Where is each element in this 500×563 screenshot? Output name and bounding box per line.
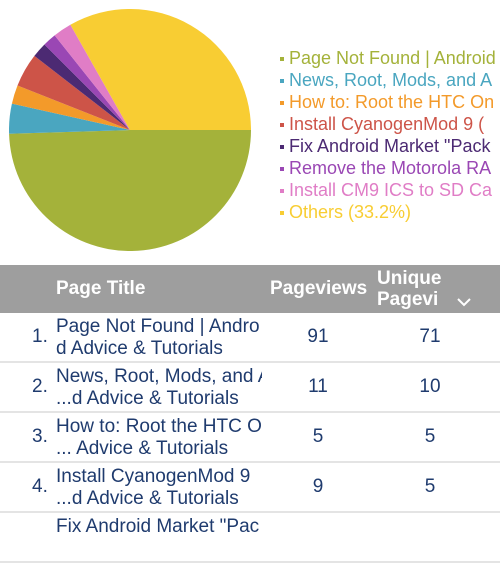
- pie-slice[interactable]: [70, 8, 251, 130]
- title-line: Page Not Found | Andro: [56, 316, 260, 337]
- table-row[interactable]: 1. Page Not Found | Andro d Advice & Tuto…: [0, 313, 500, 363]
- row-number: 2.: [32, 376, 48, 397]
- row-unique-pageviews: 10: [419, 376, 441, 397]
- pie-slice[interactable]: [54, 24, 130, 131]
- row-pageviews: 11: [308, 376, 328, 397]
- row-unique-pageviews: 5: [424, 426, 436, 447]
- legend-item: How to: Root the HTC On: [278, 91, 500, 113]
- pie-slice[interactable]: [34, 44, 130, 130]
- legend-item: Install CyanogenMod 9 (: [278, 113, 500, 135]
- pie-slice[interactable]: [17, 55, 130, 131]
- column-header-unique-pageviews[interactable]: Unique Pagevi: [377, 268, 441, 310]
- legend-item: Remove the Motorola RA: [278, 157, 500, 179]
- data-table: 1. Page Not Found | Andro d Advice & Tuto…: [0, 313, 500, 563]
- row-pageviews: 91: [307, 326, 329, 347]
- pie-slice[interactable]: [44, 35, 130, 130]
- table-row[interactable]: 2. News, Root, Mods, and A ...d Advice & …: [0, 363, 500, 413]
- legend-swatch: [280, 167, 284, 171]
- legend-swatch: [280, 145, 284, 149]
- legend-item: Page Not Found | Android: [278, 47, 500, 69]
- row-pageviews: 5: [312, 426, 324, 447]
- row-pageviews: 9: [312, 476, 324, 497]
- legend-label: Install CyanogenMod 9 (: [289, 114, 485, 134]
- row-unique-pageviews: 71: [419, 326, 441, 347]
- row-unique-pageviews: 5: [424, 476, 436, 497]
- row-page-title[interactable]: News, Root, Mods, and A ...d Advice & Tut…: [56, 366, 262, 410]
- legend-label: Remove the Motorola RA: [289, 158, 492, 178]
- pie-chart-svg: [8, 8, 252, 252]
- row-number: 1.: [32, 326, 48, 347]
- title-line: d Advice & Tutorials: [56, 338, 223, 359]
- legend-label: How to: Root the HTC On: [289, 92, 495, 112]
- title-line: Install CyanogenMod 9: [56, 466, 251, 487]
- unique-header-line1: Unique: [377, 268, 442, 289]
- legend-label: Install CM9 ICS to SD Ca: [289, 180, 493, 200]
- legend-item: Fix Android Market "Pack: [278, 135, 500, 157]
- table-row[interactable]: 3. How to: Root the HTC O... Advice & Tu…: [0, 413, 500, 463]
- title-line: ... Advice & Tutorials: [56, 438, 229, 459]
- title-line: ...d Advice & Tutorials: [56, 388, 239, 409]
- row-number: 3.: [32, 426, 48, 447]
- legend-item: Install CM9 ICS to SD Ca: [278, 179, 500, 201]
- legend-swatch: [280, 79, 284, 83]
- legend-swatch: [280, 101, 284, 105]
- title-line: ...d Advice & Tutorials: [56, 488, 239, 509]
- legend-swatch: [280, 211, 284, 215]
- legend-label: Others (33.2%): [289, 202, 412, 222]
- title-line: How to: Root the HTC O: [56, 416, 262, 437]
- chart-legend: Page Not Found | Android News, Root, Mod…: [278, 47, 500, 223]
- row-number: 4.: [32, 476, 48, 497]
- title-line: Fix Android Market "Pac: [56, 516, 260, 537]
- chevron-down-icon[interactable]: [456, 281, 472, 307]
- row-page-title[interactable]: How to: Root the HTC O... Advice & Tutor…: [56, 416, 262, 460]
- legend-label: Page Not Found | Android: [289, 48, 496, 68]
- legend-item: Others (33.2%): [278, 201, 500, 223]
- column-header-pageviews[interactable]: Pageviews: [270, 278, 368, 299]
- pie-slice[interactable]: [9, 130, 252, 252]
- row-page-title[interactable]: Install CyanogenMod 9 ...d Advice & Tutor…: [56, 466, 262, 510]
- legend-swatch: [280, 57, 284, 61]
- title-line: News, Root, Mods, and A: [56, 366, 262, 387]
- unique-header-line2: Pagevi: [377, 289, 439, 310]
- legend-swatch: [280, 189, 284, 193]
- row-page-title[interactable]: Page Not Found | Andro d Advice & Tutoria…: [56, 316, 262, 360]
- column-header-page-title[interactable]: Page Title: [56, 278, 146, 299]
- pie-slice[interactable]: [8, 103, 130, 134]
- row-page-title[interactable]: Fix Android Market "Pac: [56, 516, 262, 538]
- table-header: Page Title Pageviews Unique Pagevi: [0, 265, 500, 313]
- legend-item: News, Root, Mods, and A: [278, 69, 500, 91]
- pie-chart: Page Not Found | Android News, Root, Mod…: [0, 0, 500, 262]
- table-row[interactable]: Fix Android Market "Pac: [0, 513, 500, 563]
- legend-label: News, Root, Mods, and A: [289, 70, 493, 90]
- legend-swatch: [280, 123, 284, 127]
- pie-slice[interactable]: [11, 85, 131, 130]
- table-row[interactable]: 4. Install CyanogenMod 9 ...d Advice & Tu…: [0, 463, 500, 513]
- legend-label: Fix Android Market "Pack: [289, 136, 491, 156]
